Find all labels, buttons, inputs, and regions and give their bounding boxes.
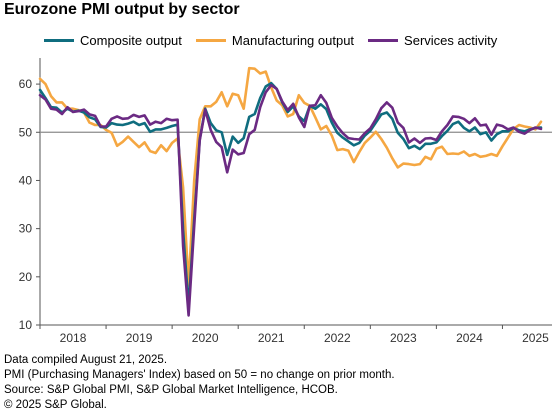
note-source: Source: S&P Global PMI, S&P Global Marke…	[4, 384, 338, 396]
line-chart: 10 20 30 40 50 60 2018 2019 2020 2021 2022 2023 2024…	[19, 58, 552, 345]
legend-swatch-manufacturing	[195, 38, 226, 42]
y-tick-label: 30	[19, 222, 33, 236]
legend-item-services: Services activity	[368, 33, 497, 48]
legend-label-manufacturing: Manufacturing output	[231, 32, 355, 48]
legend-swatch-services	[368, 38, 399, 42]
series-line-services	[38, 83, 543, 317]
note-copyright: © 2025 S&P Global.	[4, 399, 107, 411]
legend-label-services: Services activity	[404, 32, 498, 48]
note-data-compiled: Data compiled August 21, 2025.	[4, 354, 168, 366]
x-tick-label: 2023	[390, 331, 417, 345]
series-line-composite	[38, 81, 543, 310]
chart-notes: Data compiled August 21, 2025. PMI (Purc…	[4, 353, 395, 413]
y-tick-label: 20	[19, 270, 33, 284]
chart-title: Eurozone PMI output by sector	[4, 1, 240, 18]
x-tick-label: 2024	[456, 331, 483, 345]
series-line-manufacturing	[38, 66, 543, 287]
x-tick-label: 2025	[522, 331, 549, 345]
chart-legend: Composite output Manufacturing output Se…	[44, 31, 511, 49]
y-tick-label: 60	[19, 77, 33, 91]
y-tick-label: 10	[19, 318, 33, 332]
x-tick-label: 2022	[324, 331, 351, 345]
x-tick-label: 2020	[192, 331, 219, 345]
legend-swatch-composite	[44, 38, 74, 42]
x-tick-label: 2018	[60, 331, 87, 345]
note-pmi-definition: PMI (Purchasing Managers' Index) based o…	[4, 369, 395, 381]
y-tick-label: 40	[19, 173, 33, 187]
legend-item-composite: Composite output	[44, 33, 182, 48]
y-tick-label: 50	[19, 125, 33, 139]
legend-label-composite: Composite output	[80, 32, 182, 48]
x-tick-label: 2021	[258, 331, 285, 345]
legend-item-manufacturing: Manufacturing output	[195, 32, 355, 48]
x-tick-label: 2019	[126, 331, 153, 345]
